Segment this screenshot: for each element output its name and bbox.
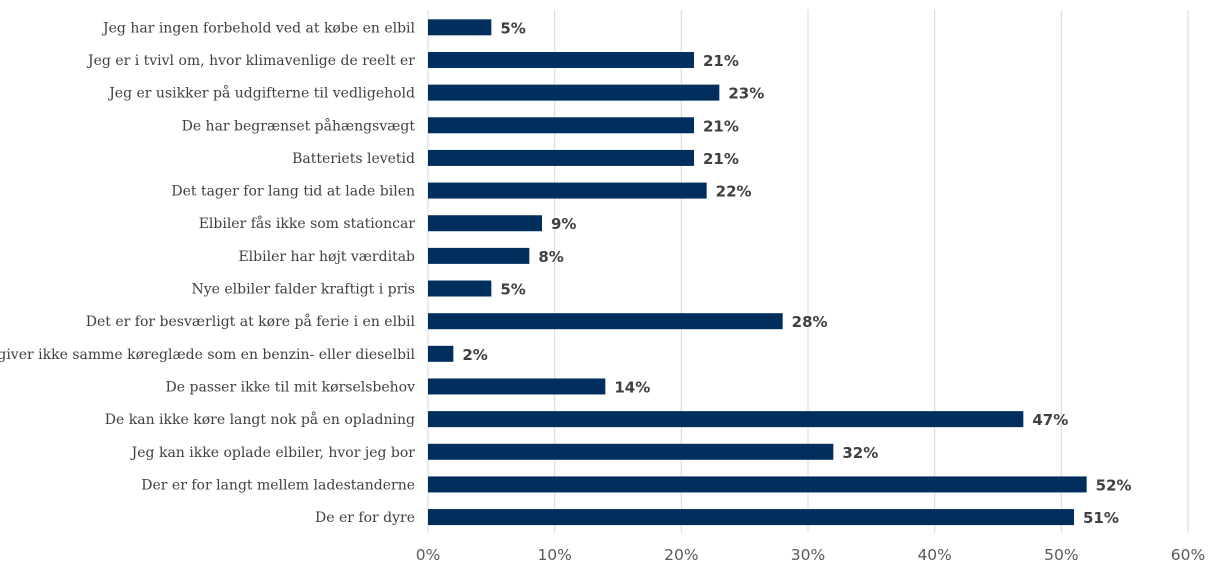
bars xyxy=(428,19,1087,526)
x-tick-label: 0% xyxy=(416,546,441,564)
bar xyxy=(428,509,1074,526)
x-tick-label: 60% xyxy=(1171,546,1205,564)
category-label: Jeg er i tvivl om, hvor klimavenlige de … xyxy=(86,53,415,69)
data-label: 21% xyxy=(703,150,739,168)
bar xyxy=(428,149,694,166)
data-labels: 5% 21% 23% 21% 21% 22% 9% 8% 5% 28% 2% 14% 47% 32% 52%… xyxy=(462,19,1131,527)
bar xyxy=(428,313,783,330)
category-label: Jeg har ingen forbehold ved at købe en e… xyxy=(101,20,416,36)
data-label: 52% xyxy=(1096,476,1132,494)
x-tick-label: 30% xyxy=(791,546,825,564)
x-tick-label: 40% xyxy=(917,546,951,564)
x-tick-label: 20% xyxy=(664,546,698,564)
bar xyxy=(428,378,606,395)
data-label: 9% xyxy=(551,215,576,233)
category-label: Jeg kan ikke oplade elbiler, hvor jeg bo… xyxy=(130,445,416,461)
category-label: Det tager for lang tid at lade bilen xyxy=(171,184,415,200)
category-label: Det er for besværligt at køre på ferie i… xyxy=(86,313,416,330)
category-label: De har begrænset påhængsvægt xyxy=(182,117,416,134)
x-axis-tick-labels: 0% 10% 20% 30% 40% 50% 60% xyxy=(416,546,1206,564)
data-label: 14% xyxy=(614,378,650,396)
data-label: 28% xyxy=(792,313,828,331)
category-label: Elbiler fås ikke som stationcar xyxy=(199,215,416,232)
category-label: Batteriets levetid xyxy=(292,151,415,167)
bar xyxy=(428,443,834,460)
x-tick-label: 10% xyxy=(537,546,571,564)
category-label: Jeg er usikker på udgifterne til vedlige… xyxy=(107,85,415,102)
category-label: De kan ikke køre langt nok på en opladni… xyxy=(105,411,415,428)
category-label: De er for dyre xyxy=(315,510,415,526)
data-label: 21% xyxy=(703,52,739,70)
data-label: 2% xyxy=(462,346,487,364)
data-label: 51% xyxy=(1083,509,1119,527)
category-label: De giver ikke samme køreglæde som en ben… xyxy=(0,347,416,363)
data-label: 8% xyxy=(538,248,563,266)
data-label: 47% xyxy=(1032,411,1068,429)
bar xyxy=(428,280,492,297)
bar xyxy=(428,247,530,264)
x-tick-label: 50% xyxy=(1044,546,1078,564)
data-label: 5% xyxy=(500,281,525,299)
bar xyxy=(428,411,1024,428)
data-label: 5% xyxy=(500,19,525,37)
data-label: 23% xyxy=(728,85,764,103)
data-label: 22% xyxy=(716,183,752,201)
category-labels: Jeg har ingen forbehold ved at købe en e… xyxy=(0,20,416,526)
bar xyxy=(428,182,707,199)
category-label: Der er for langt mellem ladestanderne xyxy=(141,477,415,493)
bar xyxy=(428,19,492,36)
data-label: 32% xyxy=(842,444,878,462)
category-label: De passer ikke til mit kørselsbehov xyxy=(166,379,416,395)
bar xyxy=(428,84,720,101)
bar xyxy=(428,345,454,362)
category-label: Nye elbiler falder kraftigt i pris xyxy=(192,282,416,298)
bar xyxy=(428,476,1087,493)
category-label: Elbiler har højt værditab xyxy=(238,249,415,265)
bar xyxy=(428,215,542,232)
bar xyxy=(428,117,694,134)
bar xyxy=(428,51,694,68)
data-label: 21% xyxy=(703,117,739,135)
